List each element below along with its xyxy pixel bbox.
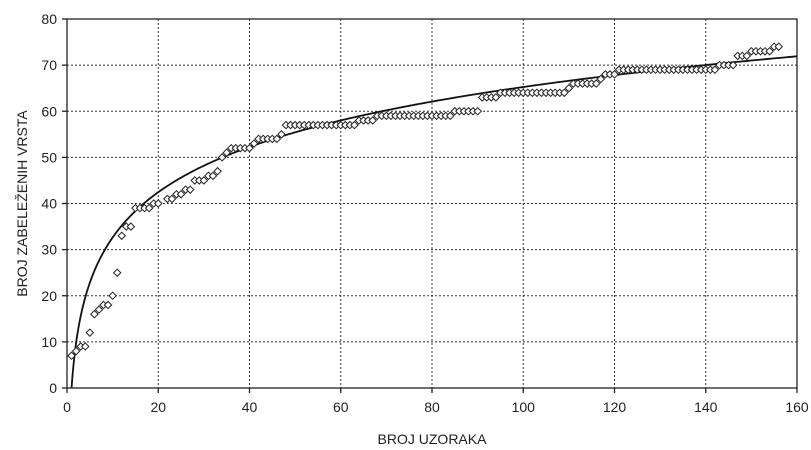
data-point [85, 328, 95, 337]
data-point [126, 222, 136, 231]
y-tick-label: 70 [41, 57, 57, 73]
x-tick-label: 40 [242, 399, 258, 415]
x-tick-label: 60 [333, 399, 349, 415]
data-point [208, 171, 218, 181]
x-tick-label: 160 [785, 399, 809, 415]
data-point [94, 305, 104, 314]
x-tick-label: 140 [694, 399, 718, 415]
data-point [272, 134, 282, 144]
data-point [112, 268, 122, 277]
fit-curve-group [70, 55, 798, 389]
data-point [213, 166, 222, 176]
data-point [103, 300, 113, 310]
y-tick-label: 20 [41, 288, 57, 304]
data-point [80, 342, 90, 351]
data-point [596, 74, 606, 84]
axis-ticks: 0 20 40 60 80 100 120 140 160 0 10 20 30 40 50 60 70 80 [41, 11, 808, 415]
x-tick-label: 80 [424, 399, 440, 415]
data-point [277, 130, 286, 139]
data-point [491, 93, 501, 102]
grid-lines [67, 19, 797, 388]
data-point [222, 148, 231, 158]
data-point [144, 203, 154, 213]
data-point [564, 83, 574, 93]
data-point [167, 194, 177, 204]
fit-curve [70, 55, 798, 389]
x-tick-label: 20 [150, 399, 166, 415]
data-point [765, 46, 774, 56]
data-points [67, 42, 784, 361]
data-point [728, 60, 738, 70]
data-point [610, 70, 619, 79]
data-point [368, 116, 377, 125]
data-point [108, 291, 117, 301]
y-tick-label: 40 [41, 196, 57, 212]
data-point [774, 42, 784, 51]
x-tick-label: 120 [603, 399, 627, 415]
data-point [199, 176, 209, 185]
data-point [71, 346, 81, 356]
data-point [473, 106, 482, 116]
data-point [245, 143, 254, 153]
y-tick-label: 0 [49, 380, 57, 396]
y-axis-label: BROJ ZABELEŽENIH VRSTA [14, 110, 30, 297]
data-point [153, 199, 163, 208]
data-point [185, 185, 195, 194]
y-tick-label: 60 [41, 103, 57, 119]
data-point [591, 79, 601, 88]
data-point [350, 120, 359, 130]
x-tick-label: 100 [512, 399, 536, 415]
data-point [445, 111, 455, 121]
x-axis-label: BROJ UZORAKA [378, 431, 488, 447]
data-point [249, 139, 259, 148]
data-point [742, 51, 752, 61]
data-point [176, 189, 186, 199]
y-tick-label: 50 [41, 149, 57, 165]
data-point [710, 65, 720, 75]
y-tick-label: 10 [41, 334, 57, 350]
data-point [90, 309, 99, 319]
data-point [67, 351, 76, 361]
x-tick-label: 0 [63, 399, 71, 415]
data-point [117, 231, 127, 241]
data-point [217, 153, 227, 162]
y-tick-label: 30 [41, 242, 57, 258]
data-point [560, 88, 569, 98]
y-tick-label: 80 [41, 11, 57, 27]
